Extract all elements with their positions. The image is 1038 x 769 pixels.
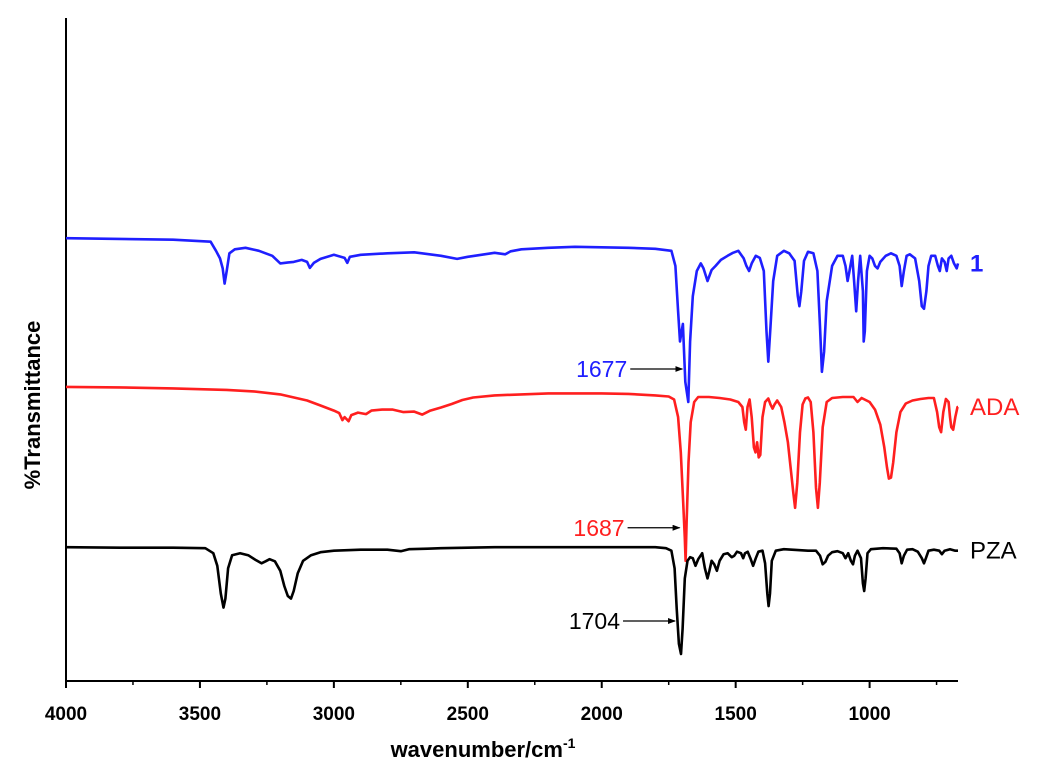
series-line-ada [65, 385, 959, 563]
x-axis-title-superscript: -1 [563, 735, 576, 751]
series-label-pza: PZA [970, 538, 1017, 565]
series-line-pza [65, 545, 958, 656]
annotation-label: 1687 [573, 515, 624, 541]
x-axis-title: wavenumber/cm-1 [390, 735, 576, 762]
spectrum-traces [65, 236, 960, 656]
x-axis-ticks: 4000 3500 3000 2500 2000 1500 1000 [45, 681, 938, 725]
peak-annotations: 1677 1687 1704 [569, 356, 684, 634]
x-tick-label: 1500 [715, 704, 757, 725]
x-tick-label: 3000 [313, 704, 355, 725]
x-tick-label: 2000 [581, 704, 623, 725]
annotation-label: 1704 [569, 608, 620, 634]
x-tick-label: 3500 [179, 704, 221, 725]
x-tick-label: 2500 [447, 704, 489, 725]
series-label-ada: ADA [970, 394, 1019, 421]
series-labels: 1 ADA PZA [970, 250, 1019, 564]
series-line-1 [65, 236, 960, 404]
annotation-label: 1677 [576, 356, 627, 382]
x-tick-label: 1000 [848, 704, 890, 725]
y-axis-title: %Transmittance [20, 321, 45, 490]
series-label-1: 1 [970, 250, 983, 277]
x-tick-label: 4000 [45, 704, 87, 725]
